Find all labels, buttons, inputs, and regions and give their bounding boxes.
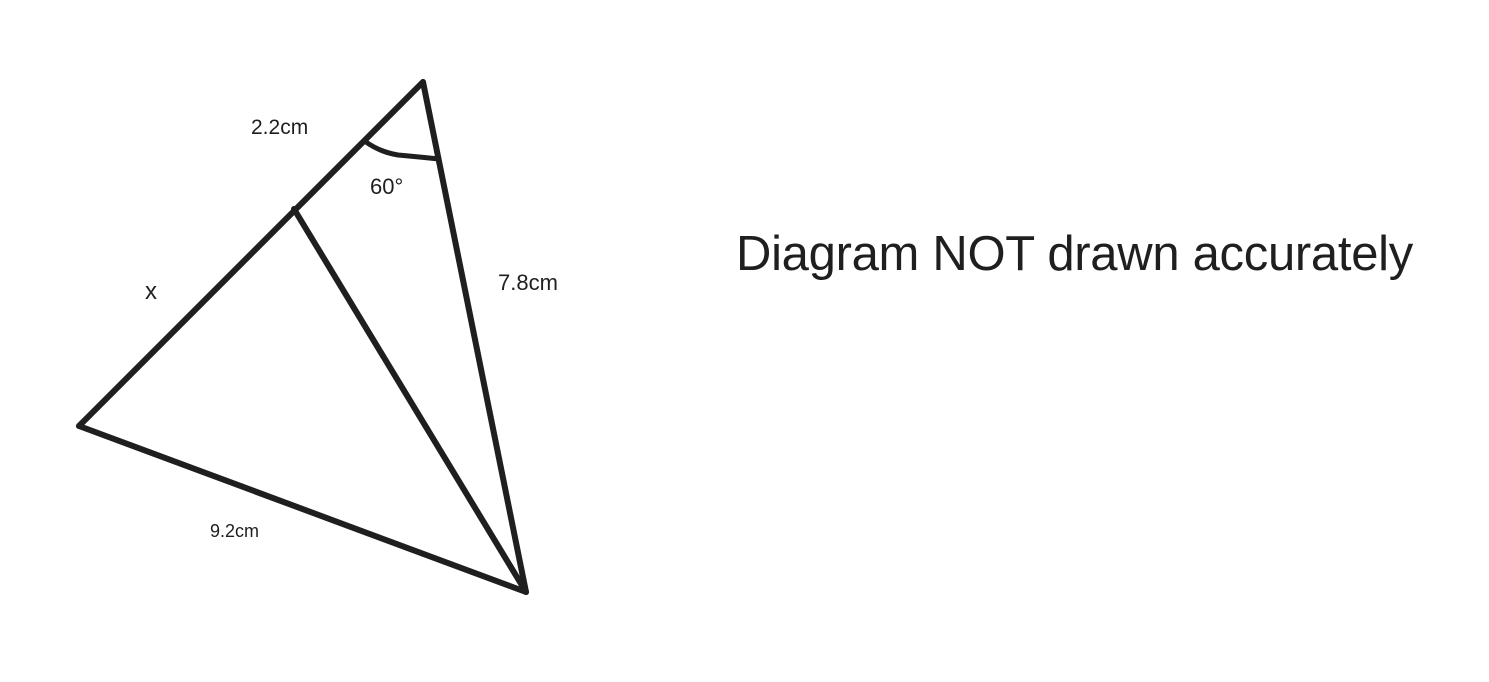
unknown-x-label: x xyxy=(145,278,157,305)
right-side-line xyxy=(420,79,529,595)
bottom-side-label: 9.2cm xyxy=(210,521,259,541)
not-drawn-accurately-notice: Diagram NOT drawn accurately xyxy=(736,227,1413,281)
angle-label: 60° xyxy=(370,174,403,199)
bottom-side-line xyxy=(76,423,529,595)
right-side-label: 7.8cm xyxy=(498,270,558,295)
internal-segment-line xyxy=(291,206,529,595)
angle-arc xyxy=(363,139,442,162)
left-side-line xyxy=(76,79,426,429)
top-segment-label: 2.2cm xyxy=(251,116,308,139)
